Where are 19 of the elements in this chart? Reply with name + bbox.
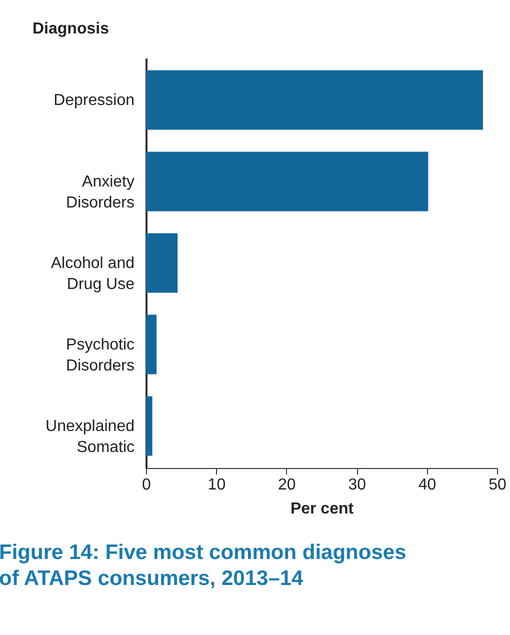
x-tick-label: 10 xyxy=(208,476,226,494)
bar xyxy=(146,233,178,293)
y-axis-title: Diagnosis xyxy=(32,20,110,38)
x-axis-title: Per cent xyxy=(290,500,354,518)
x-tick-label: 30 xyxy=(348,476,366,494)
x-tick-label: 50 xyxy=(488,476,506,494)
bar xyxy=(146,152,428,212)
x-tick-label: 0 xyxy=(142,476,152,494)
y-tick-label: Alcohol and Drug Use xyxy=(50,255,135,293)
bar xyxy=(146,396,152,456)
y-tick-label: Depression xyxy=(54,92,134,109)
y-tick-label: Unexplained Somatic xyxy=(46,418,134,456)
x-tick-label: 40 xyxy=(418,476,436,494)
x-tick-label: 20 xyxy=(278,476,296,494)
y-tick-label: Psychotic Disorders xyxy=(66,336,134,375)
text: Figure 14: Five most common diagnoses of ATAPS consumers, 2013–14 xyxy=(0,541,406,590)
y-tick-label: Anxiety Disorders xyxy=(66,173,134,212)
bar xyxy=(146,70,483,130)
bar xyxy=(146,314,157,374)
